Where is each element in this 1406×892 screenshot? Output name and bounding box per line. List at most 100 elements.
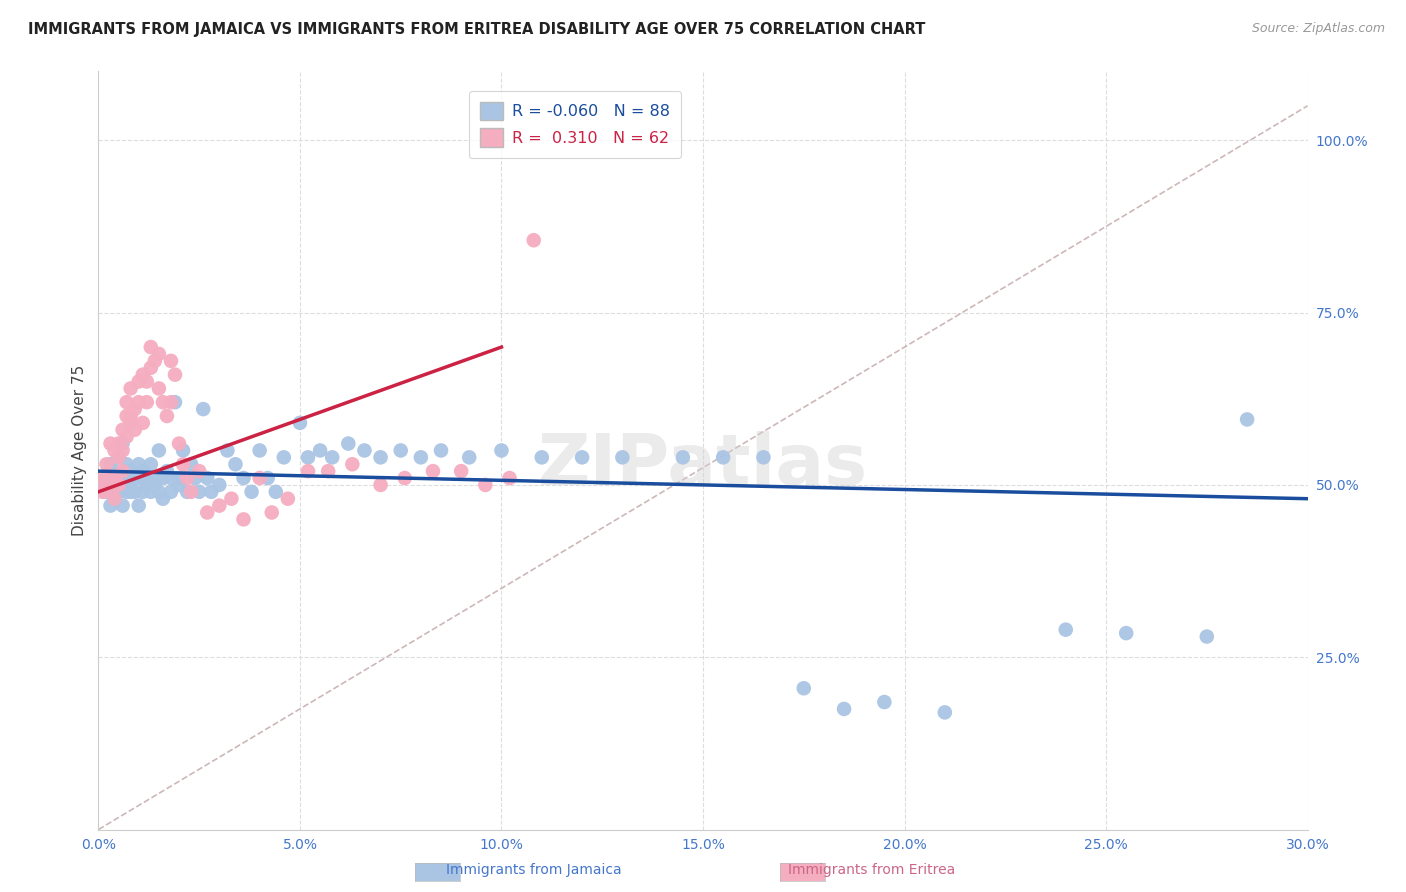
Legend: R = -0.060   N = 88, R =  0.310   N = 62: R = -0.060 N = 88, R = 0.310 N = 62	[470, 91, 682, 158]
Point	[111, 464, 134, 478]
Text: Immigrants from Jamaica: Immigrants from Jamaica	[447, 863, 621, 877]
Point	[491, 443, 513, 458]
Point	[100, 471, 122, 485]
Point	[124, 402, 146, 417]
Point	[128, 375, 150, 389]
Point	[103, 491, 125, 506]
Point	[100, 484, 122, 499]
Point	[530, 450, 553, 465]
Point	[1054, 623, 1077, 637]
Point	[172, 443, 194, 458]
Point	[100, 471, 122, 485]
Point	[160, 484, 183, 499]
Point	[139, 360, 162, 375]
Point	[91, 471, 114, 485]
Point	[111, 471, 134, 485]
Point	[277, 491, 299, 506]
Point	[128, 457, 150, 471]
Point	[107, 467, 129, 482]
Point	[172, 457, 194, 471]
Point	[160, 471, 183, 485]
Point	[139, 457, 162, 471]
Point	[422, 464, 444, 478]
Point	[120, 381, 142, 395]
Point	[115, 395, 138, 409]
Point	[120, 416, 142, 430]
Point	[91, 478, 114, 492]
Point	[120, 478, 142, 492]
Point	[342, 457, 364, 471]
Point	[120, 484, 142, 499]
Point	[100, 457, 122, 471]
Point	[160, 395, 183, 409]
Point	[934, 706, 956, 720]
Point	[793, 681, 815, 696]
Y-axis label: Disability Age Over 75: Disability Age Over 75	[72, 365, 87, 536]
Point	[115, 409, 138, 423]
Point	[163, 368, 186, 382]
Point	[135, 478, 157, 492]
Point	[195, 506, 218, 520]
Point	[1195, 630, 1218, 644]
Point	[321, 450, 343, 465]
Point	[163, 395, 186, 409]
Point	[458, 450, 481, 465]
Point	[156, 409, 179, 423]
Point	[128, 471, 150, 485]
Point	[200, 484, 222, 499]
Point	[167, 471, 190, 485]
Point	[873, 695, 896, 709]
Point	[752, 450, 775, 465]
Point	[115, 430, 138, 444]
Point	[571, 450, 593, 465]
Point	[1236, 412, 1258, 426]
Point	[160, 354, 183, 368]
Point	[132, 368, 155, 382]
Point	[139, 484, 162, 499]
Point	[430, 443, 453, 458]
Point	[188, 464, 211, 478]
Point	[180, 484, 202, 499]
Point	[273, 450, 295, 465]
Point	[148, 443, 170, 458]
Point	[124, 471, 146, 485]
Point	[115, 484, 138, 499]
Point	[111, 478, 134, 492]
Point	[240, 484, 263, 499]
Point	[612, 450, 634, 465]
Point	[107, 484, 129, 499]
Point	[111, 423, 134, 437]
Point	[672, 450, 695, 465]
Point	[96, 478, 118, 492]
Point	[249, 471, 271, 485]
Point	[711, 450, 734, 465]
Point	[152, 491, 174, 506]
Point	[370, 478, 392, 492]
Point	[180, 457, 202, 471]
Point	[167, 478, 190, 492]
Point	[264, 484, 287, 499]
Point	[148, 347, 170, 361]
Point	[100, 436, 122, 450]
Point	[96, 471, 118, 485]
Point	[176, 471, 198, 485]
Point	[107, 450, 129, 465]
Point	[316, 464, 339, 478]
Point	[103, 443, 125, 458]
Text: IMMIGRANTS FROM JAMAICA VS IMMIGRANTS FROM ERITREA DISABILITY AGE OVER 75 CORREL: IMMIGRANTS FROM JAMAICA VS IMMIGRANTS FR…	[28, 22, 925, 37]
Point	[143, 478, 166, 492]
Point	[107, 436, 129, 450]
Point	[103, 478, 125, 492]
Point	[232, 471, 254, 485]
Point	[148, 484, 170, 499]
Point	[103, 491, 125, 506]
Point	[111, 436, 134, 450]
Point	[128, 499, 150, 513]
Point	[132, 416, 155, 430]
Point	[120, 464, 142, 478]
Point	[124, 484, 146, 499]
Point	[193, 402, 215, 417]
Point	[111, 499, 134, 513]
Point	[474, 478, 496, 492]
Point	[143, 354, 166, 368]
